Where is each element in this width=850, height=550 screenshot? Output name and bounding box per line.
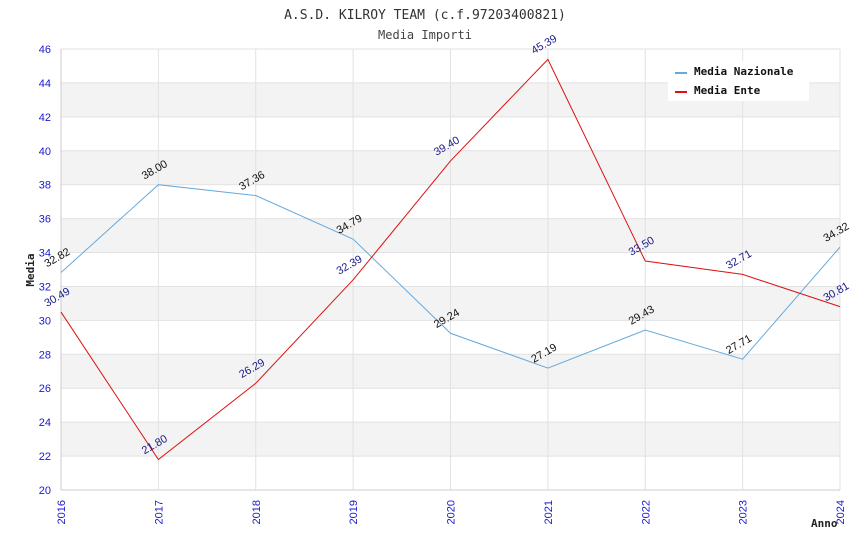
- y-tick-label: 38: [39, 180, 51, 192]
- x-tick-label: 2018: [251, 500, 263, 524]
- y-tick-label: 34: [39, 248, 51, 260]
- grid-lines: [60, 48, 841, 491]
- y-axis-title: Media: [24, 253, 37, 286]
- x-tick-label: 2021: [543, 500, 555, 524]
- series-line-media-ente: [60, 58, 841, 461]
- axes: [60, 49, 840, 491]
- y-tick-label: 28: [39, 349, 51, 361]
- x-tick-label: 2023: [738, 500, 750, 524]
- chart-subtitle: Media Importi: [378, 28, 472, 42]
- y-tick-label: 22: [39, 451, 51, 463]
- x-tick-label: 2017: [153, 500, 165, 524]
- series-line-media-nazionale: [60, 184, 841, 369]
- series-lines: [60, 58, 841, 461]
- x-tick-label: 2024: [835, 500, 847, 524]
- y-tick-label: 20: [39, 485, 51, 497]
- legend-label-media-nazionale: Media Nazionale: [694, 65, 794, 78]
- x-tick-labels: 2016 2017 2018 2019 2020 2021 2022 2023 2024: [56, 500, 847, 524]
- y-tick-label: 30: [39, 315, 51, 327]
- x-tick-label: 2019: [348, 500, 360, 524]
- y-tick-label: 42: [39, 112, 51, 124]
- x-tick-label: 2020: [446, 500, 458, 524]
- legend-box: [668, 61, 809, 101]
- y-tick-labels: 20 22 24 26 28 30 32 34 36 38 40 42 44 46: [39, 44, 51, 497]
- legend-label-media-ente: Media Ente: [694, 84, 761, 97]
- y-tick-label: 32: [39, 281, 51, 293]
- y-tick-label: 46: [39, 44, 51, 56]
- y-tick-label: 44: [39, 78, 51, 90]
- y-tick-label: 24: [39, 417, 51, 429]
- legend: Media Nazionale Media Ente: [668, 61, 809, 101]
- chart-title: A.S.D. KILROY TEAM (c.f.97203400821): [284, 8, 566, 23]
- y-tick-label: 40: [39, 146, 51, 158]
- x-tick-label: 2022: [640, 500, 652, 524]
- y-tick-label: 26: [39, 383, 51, 395]
- x-tick-label: 2016: [56, 500, 68, 524]
- x-axis-title: Anno: [811, 517, 838, 530]
- y-tick-label: 36: [39, 214, 51, 226]
